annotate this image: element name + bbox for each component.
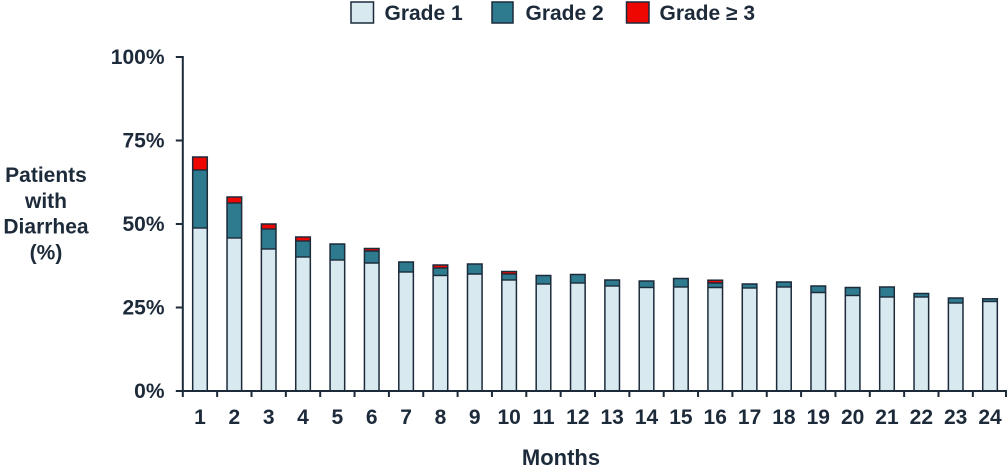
svg-text:100%: 100% bbox=[111, 46, 165, 69]
svg-text:19: 19 bbox=[807, 406, 830, 429]
svg-text:with: with bbox=[24, 190, 67, 213]
svg-text:(%): (%) bbox=[30, 242, 63, 265]
svg-text:Grade ≥ 3: Grade ≥ 3 bbox=[660, 2, 756, 25]
svg-text:2: 2 bbox=[228, 406, 240, 429]
svg-text:18: 18 bbox=[772, 406, 796, 429]
svg-text:11: 11 bbox=[532, 406, 555, 429]
svg-text:3: 3 bbox=[263, 406, 275, 429]
svg-text:25%: 25% bbox=[122, 297, 164, 320]
svg-text:16: 16 bbox=[704, 406, 727, 429]
svg-text:22: 22 bbox=[910, 406, 933, 429]
svg-text:4: 4 bbox=[297, 406, 309, 429]
svg-text:Patients: Patients bbox=[5, 164, 87, 187]
svg-text:10: 10 bbox=[497, 406, 520, 429]
svg-text:9: 9 bbox=[469, 406, 481, 429]
svg-text:8: 8 bbox=[435, 406, 447, 429]
svg-text:5: 5 bbox=[332, 406, 344, 429]
svg-text:Grade 2: Grade 2 bbox=[526, 2, 604, 25]
svg-text:1: 1 bbox=[194, 406, 206, 429]
svg-text:Diarrhea: Diarrhea bbox=[3, 216, 89, 239]
svg-text:12: 12 bbox=[566, 406, 589, 429]
svg-text:15: 15 bbox=[669, 406, 693, 429]
svg-text:21: 21 bbox=[875, 406, 899, 429]
svg-text:20: 20 bbox=[841, 406, 864, 429]
svg-text:Grade 1: Grade 1 bbox=[385, 2, 464, 25]
svg-text:6: 6 bbox=[366, 406, 378, 429]
svg-text:13: 13 bbox=[600, 406, 623, 429]
svg-text:50%: 50% bbox=[122, 213, 164, 236]
svg-text:75%: 75% bbox=[122, 130, 164, 153]
svg-text:14: 14 bbox=[635, 406, 659, 429]
svg-text:17: 17 bbox=[738, 406, 761, 429]
svg-text:24: 24 bbox=[978, 406, 1002, 429]
svg-text:0%: 0% bbox=[134, 380, 165, 403]
svg-text:23: 23 bbox=[944, 406, 967, 429]
svg-text:Months: Months bbox=[522, 445, 600, 468]
svg-text:7: 7 bbox=[400, 406, 412, 429]
